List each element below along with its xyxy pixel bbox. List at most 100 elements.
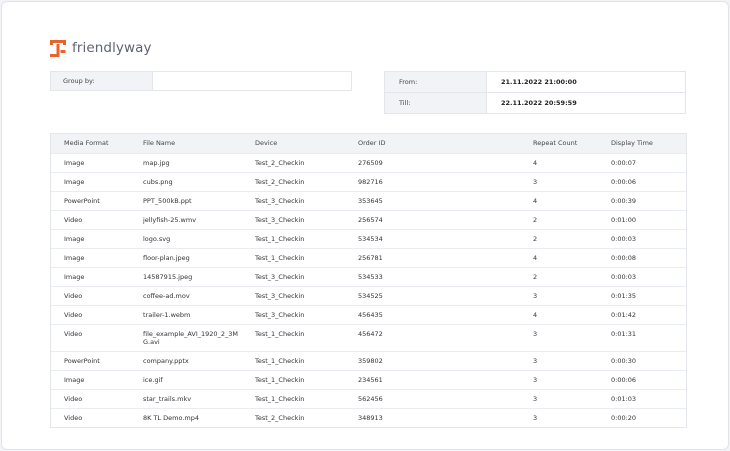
cell-display-time: 0:00:39: [611, 197, 637, 205]
cell-file-name: trailer-1.webm: [143, 306, 255, 324]
cell-file-name: coffee-ad.mov: [143, 287, 255, 305]
file-name-text: 14587915.jpeg: [143, 273, 193, 281]
report-table: Media Format File Name Device Order ID R…: [50, 133, 687, 428]
cell-display-time: 0:01:03: [611, 395, 637, 403]
table-row: Image 14587915.jpeg Test_3_Checkin 534533 2 0…: [51, 267, 686, 286]
group-by-input[interactable]: [152, 72, 351, 90]
cell-order-id: 256781: [358, 254, 383, 262]
cell-file-name: cubs.png: [143, 173, 255, 191]
cell-media-format: Video: [64, 311, 83, 319]
file-name-text: cubs.png: [143, 178, 173, 186]
cell-repeat-count: 3: [533, 330, 538, 338]
cell-repeat-count: 2: [533, 216, 538, 224]
column-header-order-id: Order ID: [358, 139, 386, 147]
cell-order-id: 359802: [358, 357, 383, 365]
cell-file-name: jellyfish-25.wmv: [143, 211, 255, 229]
cell-order-id: 353645: [358, 197, 383, 205]
cell-order-id: 534525: [358, 292, 383, 300]
till-label: Till:: [385, 93, 486, 113]
cell-repeat-count: 2: [533, 235, 538, 243]
cell-file-name: 8K TL Demo.mp4: [143, 409, 255, 427]
cell-device: Test_1_Checkin: [255, 376, 305, 384]
cell-display-time: 0:00:03: [611, 273, 637, 281]
cell-file-name: 14587915.jpeg: [143, 268, 255, 286]
brand-name: friendlyway: [72, 40, 152, 56]
cell-order-id: 562456: [358, 395, 383, 403]
file-name-text: star_trails.mkv: [143, 395, 192, 403]
cell-file-name: PPT_500kB.ppt: [143, 192, 255, 210]
cell-media-format: Image: [64, 235, 85, 243]
from-row: From: 21.11.2022 21:00:00: [385, 72, 685, 92]
file-name-text: company.pptx: [143, 357, 189, 365]
cell-display-time: 0:00:30: [611, 357, 637, 365]
cell-display-time: 0:00:03: [611, 235, 637, 243]
file-name-text: PPT_500kB.ppt: [143, 197, 192, 205]
cell-device: Test_2_Checkin: [255, 414, 305, 422]
table-row: Image map.jpg Test_2_Checkin 276509 4 0:00:07: [51, 153, 686, 172]
table-header: Media Format File Name Device Order ID R…: [51, 134, 686, 153]
table-row: Video file_example_AVI_1920_2_3MG.avi Test…: [51, 324, 686, 351]
from-value: 21.11.2022 21:00:00: [486, 72, 685, 92]
table-row: Video star_trails.mkv Test_1_Checkin 562456…: [51, 389, 686, 408]
cell-order-id: 456435: [358, 311, 383, 319]
table-body: Image map.jpg Test_2_Checkin 276509 4 0:00:07…: [51, 153, 686, 427]
table-row: PowerPoint company.pptx Test_1_Checkin 3598…: [51, 351, 686, 370]
column-header-file-name: File Name: [143, 139, 176, 147]
group-by-field: Group by:: [50, 71, 352, 91]
cell-repeat-count: 3: [533, 292, 538, 300]
cell-repeat-count: 3: [533, 376, 538, 384]
cell-media-format: Video: [64, 414, 83, 422]
cell-display-time: 0:00:20: [611, 414, 637, 422]
cell-media-format: Image: [64, 254, 85, 262]
cell-media-format: Image: [64, 376, 85, 384]
column-header-media-format: Media Format: [64, 139, 109, 147]
table-row: Video 8K TL Demo.mp4 Test_2_Checkin 348913 3…: [51, 408, 686, 427]
cell-display-time: 0:00:07: [611, 159, 637, 167]
cell-media-format: PowerPoint: [64, 357, 100, 365]
till-value: 22.11.2022 20:59:59: [486, 93, 685, 113]
cell-media-format: Image: [64, 178, 85, 186]
cell-media-format: Video: [64, 330, 83, 338]
cell-media-format: Video: [64, 216, 83, 224]
cell-device: Test_3_Checkin: [255, 216, 305, 224]
file-name-text: ice.gif: [143, 376, 163, 384]
cell-file-name: star_trails.mkv: [143, 390, 255, 408]
table-row: Video coffee-ad.mov Test_3_Checkin 534525 3 0…: [51, 286, 686, 305]
table-row: Image logo.svg Test_1_Checkin 534534 2 0:00:0…: [51, 229, 686, 248]
cell-repeat-count: 4: [533, 254, 538, 262]
cell-display-time: 0:01:35: [611, 292, 637, 300]
table-row: Image floor-plan.jpeg Test_1_Checkin 256781…: [51, 248, 686, 267]
cell-device: Test_3_Checkin: [255, 197, 305, 205]
cell-repeat-count: 2: [533, 273, 538, 281]
cell-order-id: 534533: [358, 273, 383, 281]
column-header-display-time: Display Time: [611, 139, 653, 147]
cell-media-format: Video: [64, 292, 83, 300]
cell-display-time: 0:00:08: [611, 254, 637, 262]
cell-file-name: file_example_AVI_1920_2_3MG.avi: [143, 325, 255, 351]
brand-logo: friendlyway: [50, 39, 152, 57]
cell-file-name: map.jpg: [143, 154, 255, 172]
cell-order-id: 982716: [358, 178, 383, 186]
cell-file-name: company.pptx: [143, 352, 255, 370]
cell-file-name: floor-plan.jpeg: [143, 249, 255, 267]
file-name-text: logo.svg: [143, 235, 171, 243]
cell-display-time: 0:01:42: [611, 311, 637, 319]
cell-repeat-count: 3: [533, 414, 538, 422]
file-name-text: trailer-1.webm: [143, 311, 191, 319]
cell-repeat-count: 4: [533, 197, 538, 205]
cell-repeat-count: 4: [533, 159, 538, 167]
cell-display-time: 0:01:31: [611, 330, 637, 338]
from-label: From:: [385, 72, 486, 92]
cell-file-name: ice.gif: [143, 371, 255, 389]
column-header-device: Device: [255, 139, 278, 147]
cell-device: Test_3_Checkin: [255, 292, 305, 300]
table-row: Video trailer-1.webm Test_3_Checkin 456435 4…: [51, 305, 686, 324]
cell-order-id: 276509: [358, 159, 383, 167]
file-name-text: 8K TL Demo.mp4: [143, 414, 199, 422]
cell-device: Test_3_Checkin: [255, 273, 305, 281]
table-row: Video jellyfish-25.wmv Test_3_Checkin 25657…: [51, 210, 686, 229]
cell-device: Test_3_Checkin: [255, 311, 305, 319]
cell-display-time: 0:01:00: [611, 216, 637, 224]
till-row: Till: 22.11.2022 20:59:59: [385, 92, 685, 113]
